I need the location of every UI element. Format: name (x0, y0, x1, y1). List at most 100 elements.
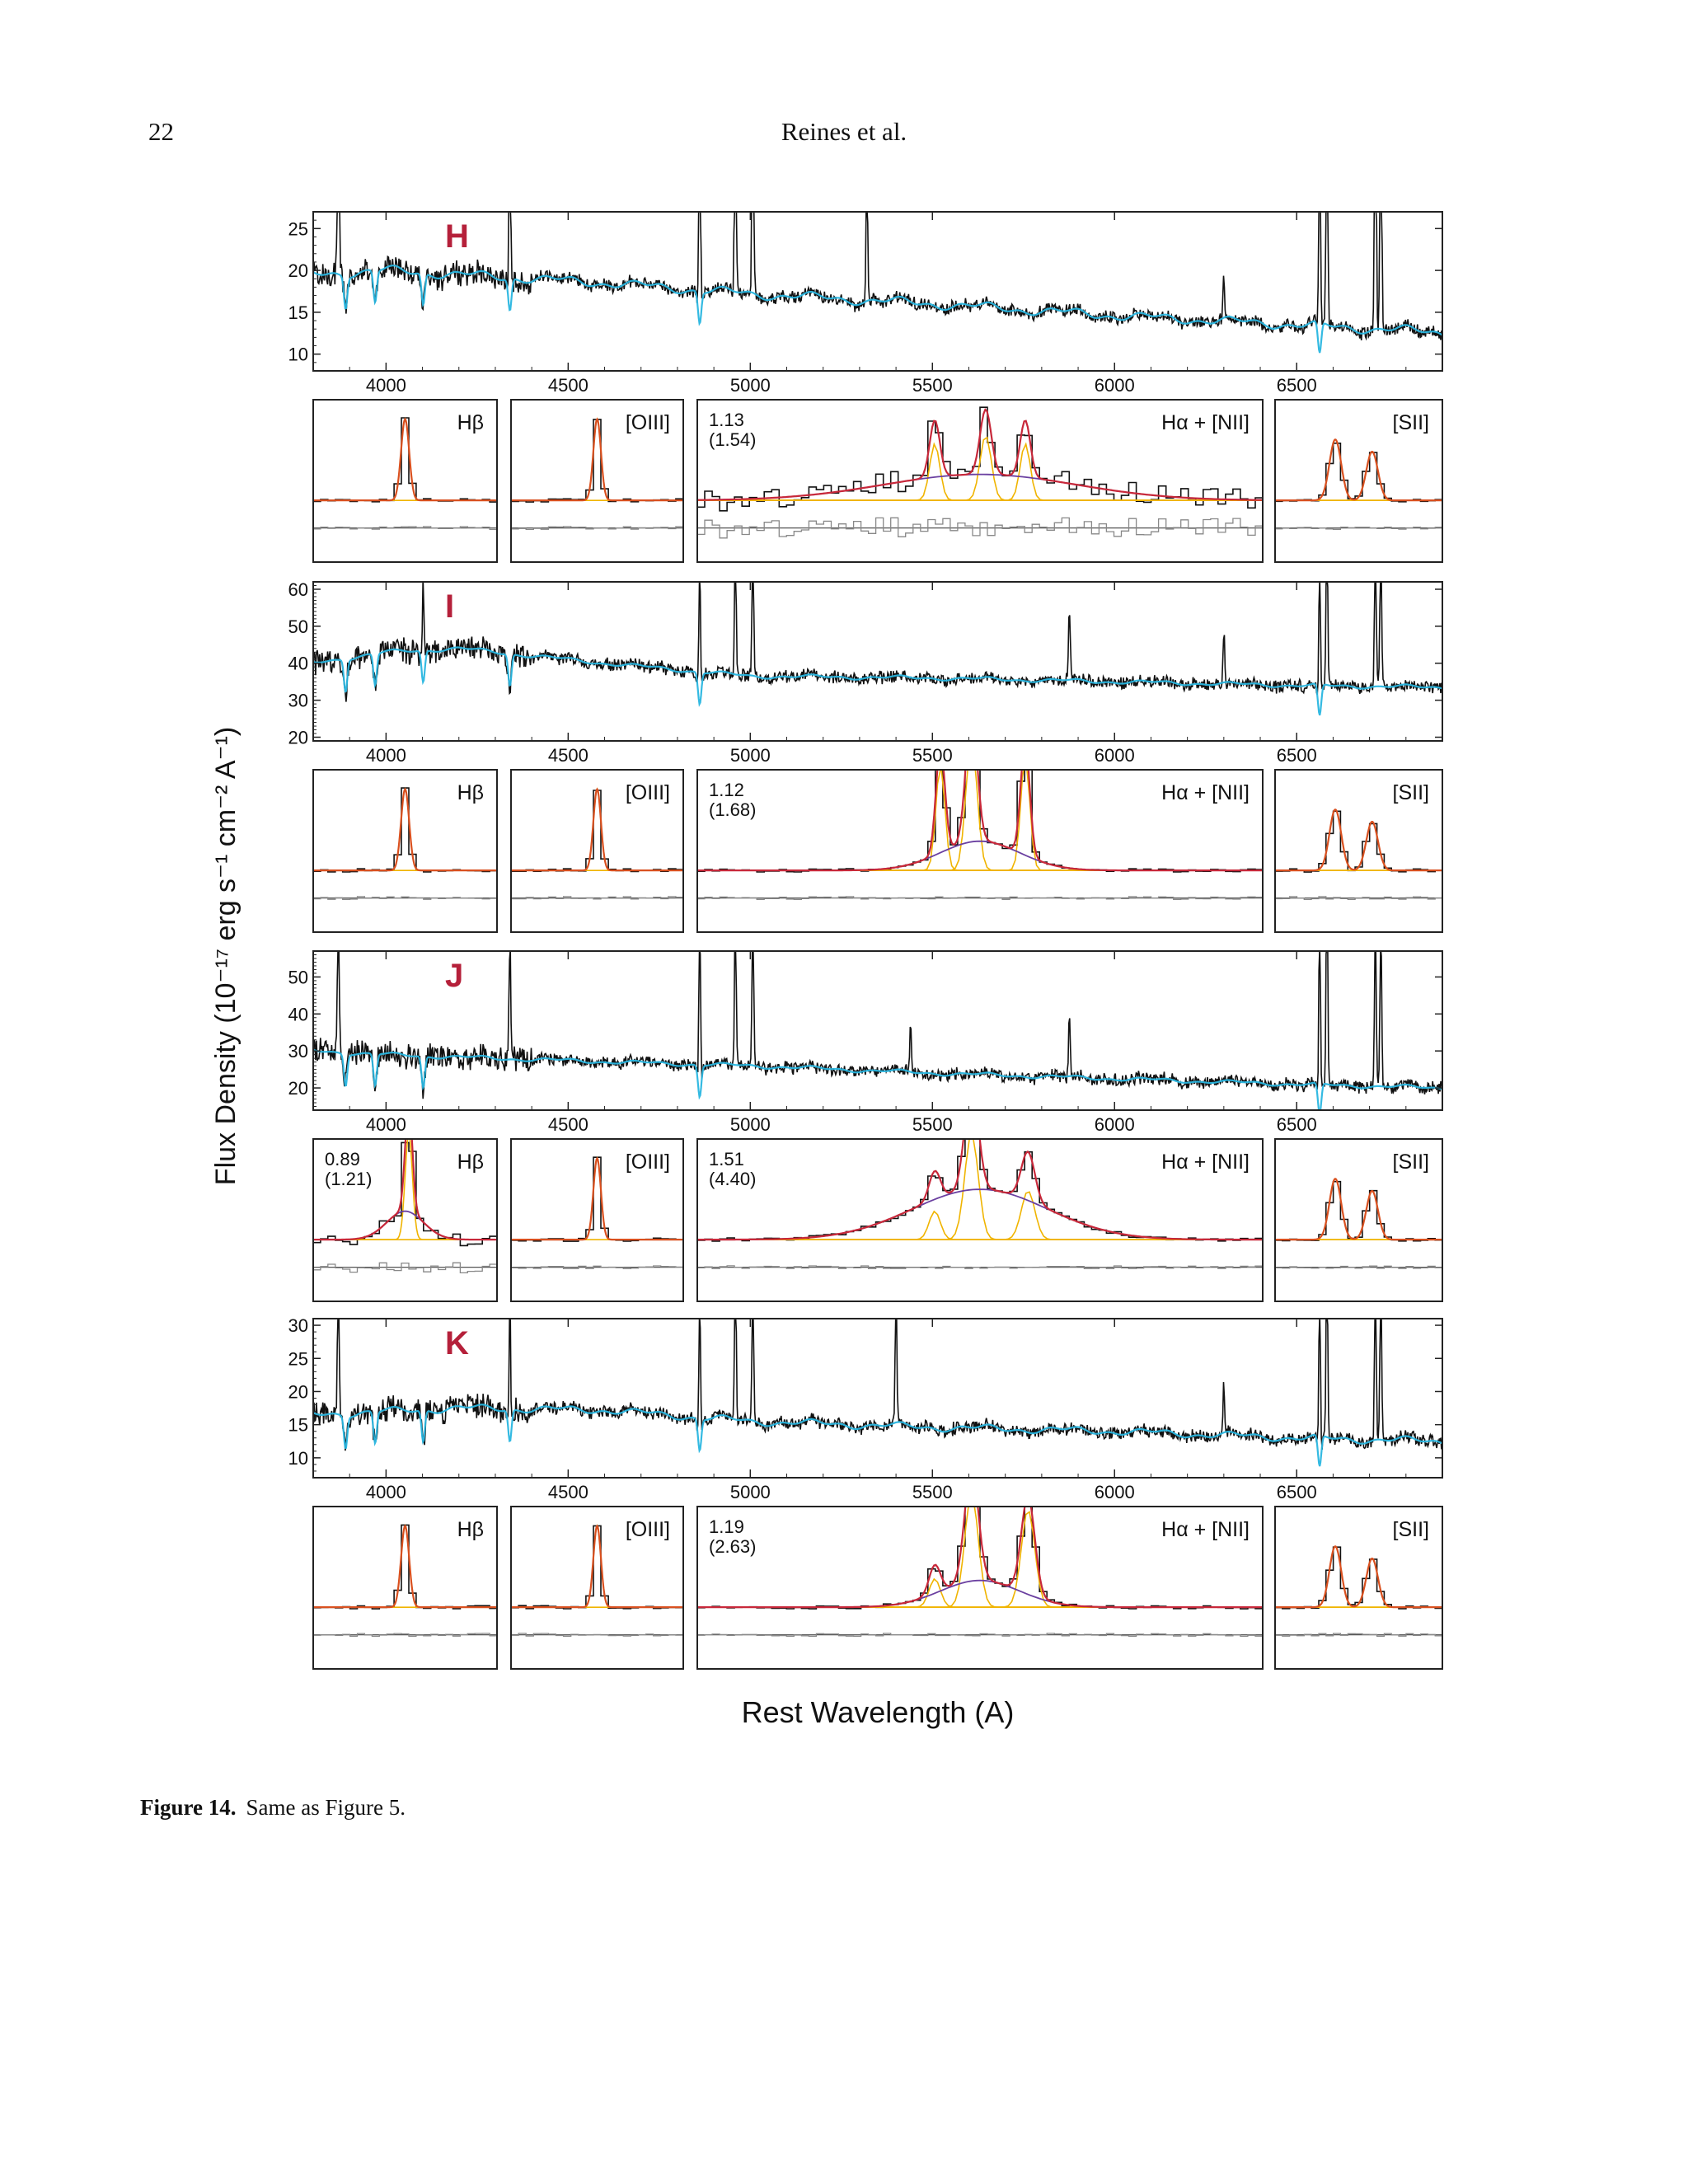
residual-J-3 (1275, 1265, 1442, 1269)
observed-spectrum-H (313, 212, 1442, 341)
main-panel-frame-H (312, 211, 1443, 372)
narrow-component-J-3-1 (1275, 1190, 1442, 1240)
model-spectrum-J (313, 1048, 1442, 1110)
y-tick-label-I-60: 60 (288, 579, 308, 600)
line-data-J-3 (1275, 1180, 1442, 1242)
x-tick-label-H-5500: 5500 (912, 375, 953, 396)
line-data-I-3 (1275, 810, 1442, 873)
x-tick-label-K-5000: 5000 (730, 1482, 771, 1502)
observed-spectrum-K (313, 1319, 1442, 1451)
line-panel-label-I-3: [SII] (1393, 781, 1429, 804)
total-fit-K-0 (313, 1524, 497, 1609)
broad-width-J-0: 0.89 (325, 1149, 360, 1169)
line-panel-label-K-0: Hβ (457, 1518, 484, 1541)
narrow-component-J-3-0 (1275, 1178, 1442, 1240)
line-panel-label-H-1: [OIII] (626, 411, 670, 434)
line-data-K-2 (697, 1507, 1263, 1610)
line-panel-label-I-0: Hβ (457, 781, 484, 804)
line-panel-I-3: [SII] (1274, 769, 1443, 933)
line-panel-frame-J-0 (312, 1138, 498, 1302)
line-panel-frame-I-1 (510, 769, 684, 933)
x-tick-label-J-5000: 5000 (730, 1114, 771, 1135)
page-number: 22 (148, 117, 174, 146)
x-tick-label-K-5500: 5500 (912, 1482, 953, 1502)
total-fit-K-3 (1275, 1545, 1442, 1609)
narrow-component-K-2-0 (697, 1577, 1263, 1608)
y-tick-label-I-40: 40 (288, 654, 308, 674)
narrow-component-J-2-0 (697, 1210, 1263, 1240)
object-label-K: K (445, 1325, 469, 1361)
x-tick-label-I-5000: 5000 (730, 745, 771, 766)
x-tick-label-J-6000: 6000 (1095, 1114, 1135, 1135)
residual-H-2 (697, 517, 1263, 539)
x-tick-label-J-6500: 6500 (1277, 1114, 1317, 1135)
main-spectrum-J (313, 951, 1442, 1110)
y-tick-label-I-20: 20 (288, 728, 308, 748)
narrow-component-I-3-1 (1275, 821, 1442, 871)
model-spectrum-I (313, 646, 1442, 716)
x-tick-label-I-6500: 6500 (1277, 745, 1317, 766)
line-panel-frame-I-0 (312, 769, 498, 933)
y-tick-label-J-20: 20 (288, 1078, 308, 1099)
x-tick-label-K-4500: 4500 (548, 1482, 588, 1502)
line-panel-frame-K-3 (1274, 1506, 1443, 1670)
observed-spectrum-J (313, 951, 1442, 1099)
x-axis-label: Rest Wavelength (A) (742, 1695, 1015, 1729)
total-fit-H-2 (697, 408, 1263, 501)
broad-width-alt-I-2: (1.68) (709, 799, 756, 820)
broad-component-K-2 (697, 1579, 1263, 1608)
broad-component-J-2 (697, 1188, 1263, 1240)
total-fit-I-2 (697, 770, 1263, 872)
y-tick-label-H-15: 15 (288, 302, 308, 323)
total-fit-K-2 (697, 1507, 1263, 1609)
line-panel-K-2: Hα + [NII] 1.19(2.63) (696, 1506, 1264, 1670)
residual-K-1 (511, 1633, 683, 1637)
line-panel-frame-I-2 (696, 769, 1264, 933)
y-tick-label-I-50: 50 (288, 616, 308, 637)
total-fit-J-1 (511, 1156, 683, 1241)
y-tick-label-K-15: 15 (288, 1415, 308, 1436)
line-data-K-3 (1275, 1546, 1442, 1610)
narrow-component-K-3-0 (1275, 1545, 1442, 1608)
narrow-component-I-3-0 (1275, 808, 1442, 871)
residual-H-0 (313, 526, 497, 531)
x-tick-label-I-5500: 5500 (912, 745, 953, 766)
x-tick-label-H-5000: 5000 (730, 375, 771, 396)
line-panel-frame-K-1 (510, 1506, 684, 1670)
residual-I-3 (1275, 896, 1442, 901)
total-fit-H-1 (511, 417, 683, 502)
line-panel-K-1: [OIII] (510, 1506, 684, 1670)
total-fit-K-1 (511, 1524, 683, 1609)
line-data-H-3 (1275, 443, 1442, 503)
model-spectrum-K (313, 1404, 1442, 1467)
broad-width-J-2: 1.51 (709, 1149, 744, 1169)
broad-component-J-0 (313, 1210, 497, 1240)
x-tick-label-K-6500: 6500 (1277, 1482, 1317, 1502)
x-tick-label-J-5500: 5500 (912, 1114, 953, 1135)
line-panel-I-0: Hβ (312, 769, 498, 933)
line-panel-K-0: Hβ (312, 1506, 498, 1670)
residual-H-1 (511, 526, 683, 531)
object-label-I: I (445, 588, 454, 625)
main-panel-frame-I (312, 581, 1443, 742)
line-panel-frame-J-2 (696, 1138, 1264, 1302)
x-tick-label-K-6000: 6000 (1095, 1482, 1135, 1502)
narrow-component-K-3-1 (1275, 1558, 1442, 1608)
line-panel-label-H-2: Hα + [NII] (1161, 411, 1250, 434)
x-tick-label-K-4000: 4000 (366, 1482, 406, 1502)
line-panel-J-3: [SII] (1274, 1138, 1443, 1302)
x-tick-label-H-6500: 6500 (1277, 375, 1317, 396)
y-axis-label: Flux Density (10⁻¹⁷ erg s⁻¹ cm⁻² A⁻¹) (210, 727, 241, 1185)
line-panel-J-2: Hα + [NII] 1.51(4.40) (696, 1138, 1264, 1302)
residual-K-0 (313, 1633, 497, 1638)
line-panel-label-J-0: Hβ (457, 1151, 484, 1174)
line-panel-H-0: Hβ (312, 399, 498, 563)
line-panel-label-J-2: Hα + [NII] (1161, 1151, 1250, 1174)
caption-text: Same as Figure 5. (246, 1795, 406, 1820)
total-fit-I-0 (313, 787, 497, 872)
narrow-component-J-2-2 (697, 1191, 1263, 1240)
observed-spectrum-I (313, 582, 1442, 702)
y-tick-label-K-30: 30 (288, 1315, 308, 1336)
broad-width-alt-J-2: (4.40) (709, 1169, 756, 1189)
line-panel-J-0: Hβ 0.89(1.21) (312, 1138, 498, 1302)
